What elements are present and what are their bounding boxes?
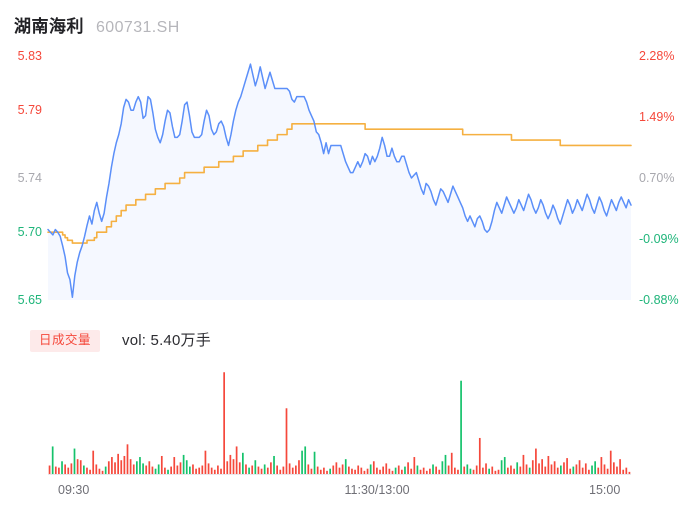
volume-badge: 日成交量 — [30, 330, 101, 352]
price-tick-4: 5.65 — [17, 293, 42, 307]
x-tick-1: 11:30/13:00 — [344, 483, 410, 497]
x-axis: 09:30 11:30/13:00 15:00 — [0, 482, 686, 504]
security-code: 600731.SH — [96, 19, 180, 36]
price-tick-0: 5.83 — [17, 49, 42, 63]
price-tick-2: 5.74 — [17, 171, 42, 185]
percent-tick-2: 0.70% — [639, 171, 675, 185]
volume-value: vol: 5.40万手 — [122, 332, 211, 350]
price-tick-1: 5.79 — [17, 103, 42, 118]
percent-tick-4: -0.88% — [639, 293, 679, 307]
volume-panel — [0, 362, 686, 478]
price-plot — [47, 63, 632, 300]
chart-header: 湖南海利 600731.SH — [14, 12, 180, 37]
security-name: 湖南海利 — [14, 17, 84, 36]
price-panel: 5.83 5.79 5.74 5.70 5.65 2.28% 1.49% 0.70% -0.0… — [0, 46, 686, 314]
volume-plot — [48, 372, 631, 475]
percent-tick-1: 1.49% — [639, 110, 675, 124]
x-tick-0: 09:30 — [58, 483, 90, 497]
percent-tick-0: 2.28% — [639, 49, 675, 63]
x-tick-2: 15:00 — [589, 483, 621, 497]
price-tick-3: 5.70 — [17, 225, 42, 240]
volume-header: 日成交量 vol: 5.40万手 — [30, 330, 211, 352]
percent-tick-3: -0.09% — [639, 232, 679, 246]
